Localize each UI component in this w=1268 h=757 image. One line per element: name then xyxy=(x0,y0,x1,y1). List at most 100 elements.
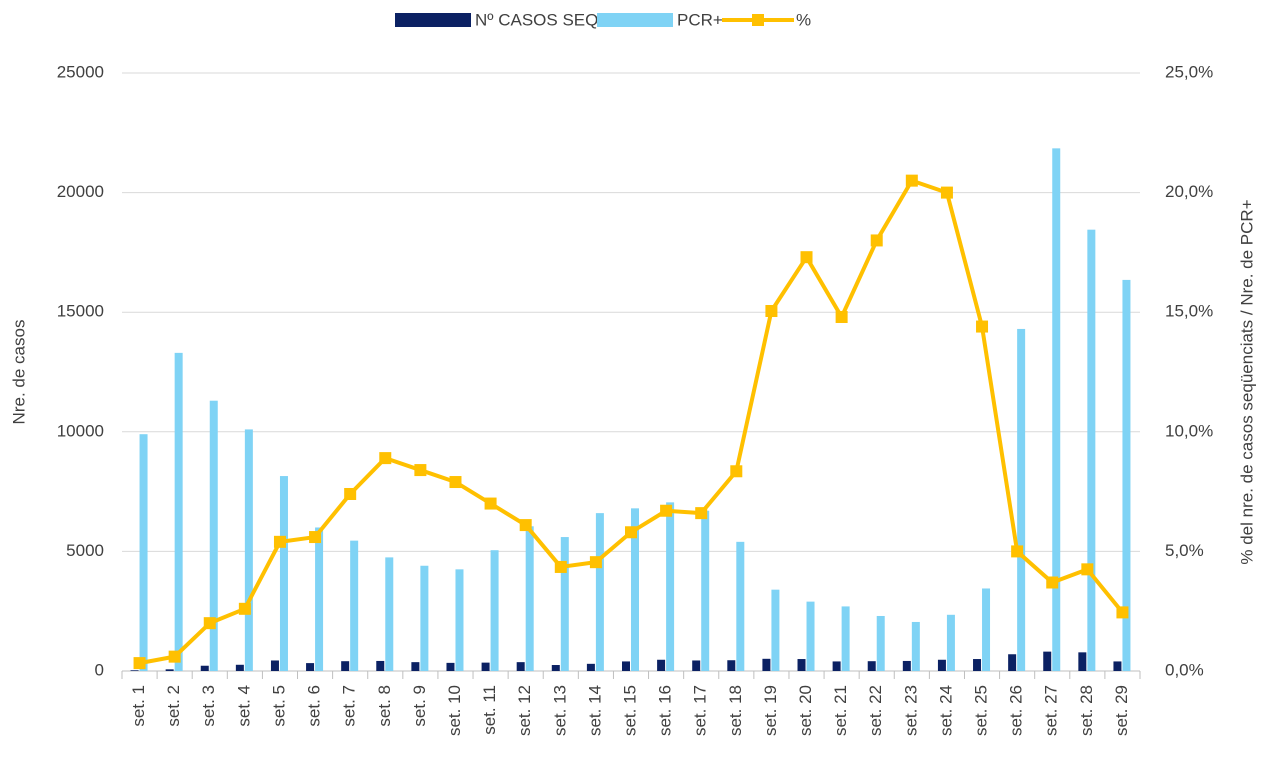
bar xyxy=(420,565,429,671)
x-tick-label: set. 3 xyxy=(199,685,218,727)
y-axis-title: Nre. de casos xyxy=(9,320,28,425)
line-marker xyxy=(1081,563,1094,576)
bar xyxy=(1078,652,1087,671)
bar xyxy=(446,662,455,671)
bar xyxy=(165,669,174,671)
bar xyxy=(174,352,183,671)
y2-tick-label: 20,0% xyxy=(1165,182,1213,201)
line-marker xyxy=(660,504,673,517)
bar xyxy=(666,502,675,671)
bar xyxy=(279,476,288,671)
x-tick-label: set. 25 xyxy=(972,685,991,736)
bar xyxy=(622,661,630,671)
bar xyxy=(937,659,946,671)
x-tick-label: set. 9 xyxy=(410,685,429,727)
x-tick-label: set. 14 xyxy=(585,685,604,736)
bar xyxy=(130,670,139,671)
x-tick-label: set. 15 xyxy=(620,685,639,736)
y-tick-label: 15000 xyxy=(57,302,104,321)
y2-axis-title: % del nre. de casos seqüenciats / Nre. d… xyxy=(1237,199,1256,564)
y2-tick-label: 5,0% xyxy=(1165,541,1204,560)
bar xyxy=(244,429,253,671)
y-tick-label: 25000 xyxy=(57,62,104,81)
legend-label: % xyxy=(796,10,811,29)
bar xyxy=(692,660,701,671)
y-tick-label: 0 xyxy=(95,660,104,679)
bar xyxy=(762,658,771,671)
line-marker xyxy=(554,560,567,573)
line-marker xyxy=(765,305,778,318)
bar xyxy=(657,659,666,671)
bar xyxy=(982,588,991,671)
legend-swatch xyxy=(597,13,673,27)
y2-tick-label: 25,0% xyxy=(1165,62,1213,81)
line-marker xyxy=(1116,606,1129,619)
line-marker xyxy=(1011,545,1024,558)
legend-label: Nº CASOS SEQ xyxy=(475,10,598,29)
bar xyxy=(551,665,560,671)
bar xyxy=(200,665,209,671)
bar xyxy=(385,557,394,671)
bar xyxy=(946,614,955,671)
y-tick-label: 10000 xyxy=(57,421,104,440)
x-tick-label: set. 28 xyxy=(1077,685,1096,736)
line-marker xyxy=(976,320,989,333)
bar xyxy=(973,659,982,671)
bar xyxy=(841,606,850,671)
bar xyxy=(411,662,420,671)
x-tick-label: set. 27 xyxy=(1042,685,1061,736)
x-tick-label: set. 11 xyxy=(480,685,499,735)
y-tick-label: 20000 xyxy=(57,182,104,201)
x-tick-label: set. 18 xyxy=(726,685,745,736)
y2-tick-label: 0,0% xyxy=(1165,660,1204,679)
bar xyxy=(1087,229,1096,671)
x-tick-label: set. 7 xyxy=(340,685,359,727)
bar xyxy=(525,526,534,671)
line-marker xyxy=(133,657,146,670)
y2-tick-label: 15,0% xyxy=(1165,302,1213,321)
bar xyxy=(341,661,350,671)
x-tick-label: set. 19 xyxy=(761,685,780,736)
bar xyxy=(1122,279,1131,671)
bar xyxy=(806,601,815,671)
bar xyxy=(771,589,780,671)
line-marker xyxy=(519,519,532,532)
bar xyxy=(727,660,736,671)
bar xyxy=(306,663,315,671)
bar xyxy=(235,664,244,671)
line-marker xyxy=(905,174,918,187)
legend-label: PCR+ xyxy=(677,10,723,29)
y-tick-label: 5000 xyxy=(66,541,104,560)
line-marker xyxy=(589,556,602,569)
line-marker xyxy=(203,617,216,630)
bar xyxy=(270,660,279,671)
x-tick-label: set. 2 xyxy=(164,685,183,727)
bar xyxy=(876,615,885,671)
x-tick-label: set. 24 xyxy=(936,685,955,736)
x-tick-label: set. 12 xyxy=(515,685,534,736)
line-marker xyxy=(1046,576,1059,589)
line-marker xyxy=(800,251,813,264)
bar xyxy=(139,434,148,671)
line-marker xyxy=(625,526,637,539)
x-tick-label: set. 1 xyxy=(129,685,148,727)
line-marker xyxy=(379,452,392,465)
bar xyxy=(1017,328,1026,671)
x-tick-label: set. 23 xyxy=(901,685,920,736)
line-marker xyxy=(730,465,743,478)
bar xyxy=(455,569,464,671)
x-tick-label: set. 21 xyxy=(831,685,850,736)
x-tick-label: set. 6 xyxy=(305,685,324,727)
bar xyxy=(1052,148,1061,671)
x-tick-label: set. 8 xyxy=(375,685,394,727)
legend-swatch xyxy=(395,13,471,27)
x-tick-label: set. 22 xyxy=(866,685,885,736)
bar xyxy=(1113,661,1122,671)
line-marker xyxy=(309,531,322,544)
line-marker xyxy=(940,186,953,199)
bar xyxy=(911,621,920,671)
bar xyxy=(1043,651,1052,671)
bar xyxy=(560,537,569,671)
x-tick-label: set. 10 xyxy=(445,685,464,736)
